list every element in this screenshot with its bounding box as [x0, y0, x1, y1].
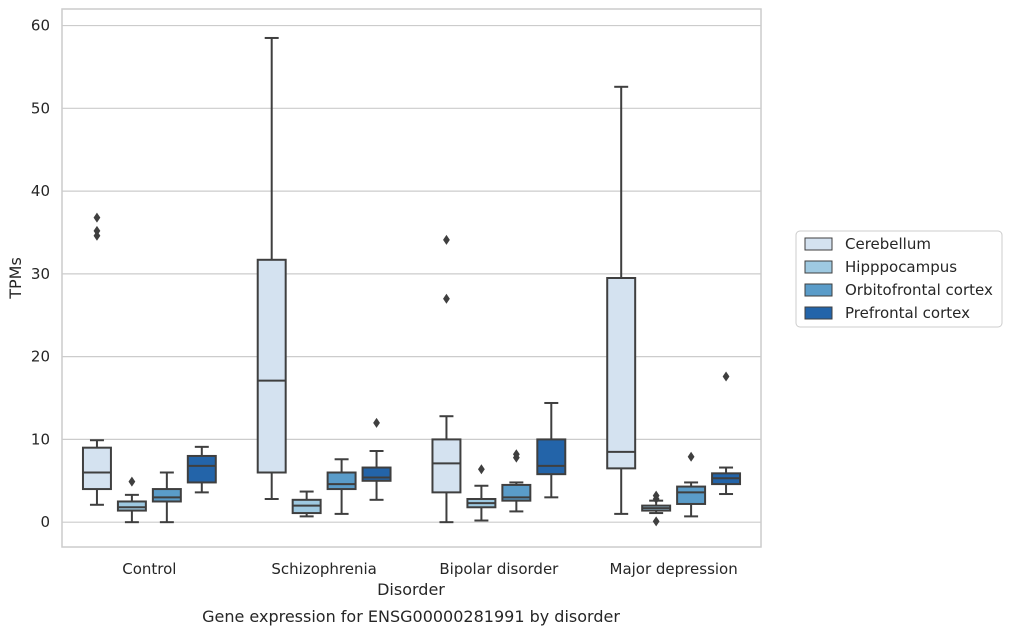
plot-area — [61, 8, 762, 548]
box-orbitofrontal-cortex — [151, 471, 182, 524]
x-axis-ticks: Control Schizophrenia Bipolar disorder Majo… — [122, 560, 737, 578]
box-body — [151, 488, 182, 503]
legend: Cerebellum Hipppocampus Orbitofrontal cort… — [795, 230, 1003, 328]
y-tick-label: 0 — [40, 513, 50, 531]
outlier-point — [512, 449, 520, 460]
y-tick-label: 30 — [31, 265, 50, 283]
legend-swatch — [804, 283, 833, 297]
box-body — [81, 446, 112, 491]
outlier-point — [373, 417, 380, 428]
legend-swatch — [804, 306, 833, 320]
y-tick-label: 10 — [31, 430, 50, 448]
box-body — [431, 438, 462, 494]
box-body — [256, 258, 287, 474]
outlier-point — [128, 476, 136, 487]
box-body — [186, 454, 217, 484]
box-hipppocampus — [116, 476, 147, 524]
box-body — [676, 485, 707, 505]
outlier-point — [722, 371, 730, 382]
outlier-point — [652, 516, 660, 527]
box-hipppocampus — [641, 490, 672, 527]
box-prefrontal-cortex — [536, 401, 567, 499]
y-tick-label: 40 — [31, 182, 50, 200]
box-cerebellum — [431, 234, 462, 524]
box-body — [536, 438, 567, 476]
y-axis-label: TPMs — [6, 257, 25, 300]
box-orbitofrontal-cortex — [676, 451, 707, 518]
chart-caption: Gene expression for ENSG00000281991 by d… — [202, 607, 620, 626]
legend-frame — [795, 230, 1003, 328]
box-prefrontal-cortex — [711, 371, 742, 496]
box-cerebellum — [81, 212, 112, 506]
box-hipppocampus — [291, 490, 322, 518]
legend-label: Prefrontal cortex — [845, 304, 970, 322]
outlier-point — [443, 293, 450, 304]
x-tick-label: Schizophrenia — [271, 560, 376, 578]
box-prefrontal-cortex — [186, 445, 217, 494]
box-body — [116, 500, 147, 512]
box-body — [361, 466, 392, 482]
legend-label: Hipppocampus — [845, 258, 957, 276]
legend-label: Orbitofrontal cortex — [845, 281, 993, 299]
box-orbitofrontal-cortex — [326, 458, 357, 515]
outlier-point — [93, 212, 101, 223]
x-axis-label: Disorder — [377, 580, 445, 599]
box-prefrontal-cortex — [361, 417, 392, 501]
y-tick-label: 20 — [31, 348, 50, 366]
box-groups — [81, 36, 742, 527]
outlier-point — [93, 225, 101, 236]
y-axis-ticks: 0 10 20 30 40 50 60 — [31, 17, 50, 532]
box-body — [326, 471, 357, 491]
box-cerebellum — [256, 36, 287, 500]
x-tick-label: Bipolar disorder — [439, 560, 559, 578]
x-tick-label: Major depression — [610, 560, 738, 578]
box-hipppocampus — [466, 464, 497, 522]
y-tick-label: 60 — [31, 17, 50, 35]
box-body — [606, 277, 637, 470]
outlier-point — [478, 464, 485, 475]
box-orbitofrontal-cortex — [501, 449, 532, 513]
legend-swatch — [804, 237, 833, 251]
box-cerebellum — [606, 85, 637, 515]
y-tick-label: 50 — [31, 99, 50, 117]
x-tick-label: Control — [122, 560, 176, 578]
legend-swatch — [804, 260, 833, 274]
grid-lines — [62, 24, 761, 523]
outlier-point — [652, 490, 660, 501]
outlier-point — [443, 234, 450, 245]
legend-label: Cerebellum — [845, 235, 931, 253]
outlier-point — [687, 451, 695, 462]
